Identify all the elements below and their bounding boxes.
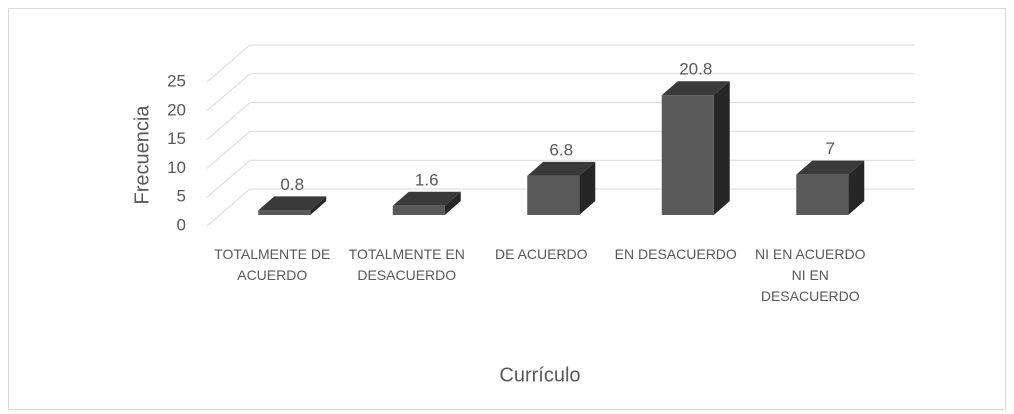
bar-top xyxy=(796,160,865,175)
bar xyxy=(796,174,849,215)
y-tick-label: 0 xyxy=(177,215,186,234)
bar xyxy=(392,205,445,215)
x-axis-title: Currículo xyxy=(499,364,580,386)
y-tick-label: 10 xyxy=(167,158,186,177)
bar xyxy=(661,95,714,215)
value-label: 7 xyxy=(826,139,835,158)
bar-top xyxy=(258,196,327,211)
chart-border xyxy=(8,8,1006,410)
y-tick-label: 5 xyxy=(177,187,186,206)
x-tick-label: NI EN ACUERDO NI EN DESACUERDO xyxy=(755,246,866,304)
x-tick-label: DE ACUERDO xyxy=(494,246,588,262)
x-tick-label: EN DESACUERDO xyxy=(614,246,737,262)
bar-top xyxy=(527,161,596,176)
value-label: 6.8 xyxy=(549,140,573,159)
bar-side xyxy=(713,81,730,215)
x-tick-label: TOTALMENTE EN DESACUERDO xyxy=(348,246,465,283)
y-tick-label: 15 xyxy=(167,129,186,148)
x-tick-label: TOTALMENTE DE ACUERDO xyxy=(214,246,331,283)
bar-side xyxy=(444,191,461,215)
bar-side xyxy=(579,161,596,215)
bar-side xyxy=(848,160,865,215)
value-label: 0.8 xyxy=(280,175,304,194)
bar xyxy=(258,210,311,215)
bar-side xyxy=(310,196,327,215)
bar xyxy=(527,175,580,215)
value-label: 1.6 xyxy=(415,170,439,189)
grid-line xyxy=(206,73,915,112)
y-tick-label: 25 xyxy=(167,71,186,90)
y-axis-title: Frecuencia xyxy=(131,105,153,205)
value-label: 20.8 xyxy=(679,60,712,79)
grid-line xyxy=(206,44,915,83)
y-tick-label: 20 xyxy=(167,100,186,119)
bar-top xyxy=(661,81,730,96)
bar-top xyxy=(392,191,461,206)
